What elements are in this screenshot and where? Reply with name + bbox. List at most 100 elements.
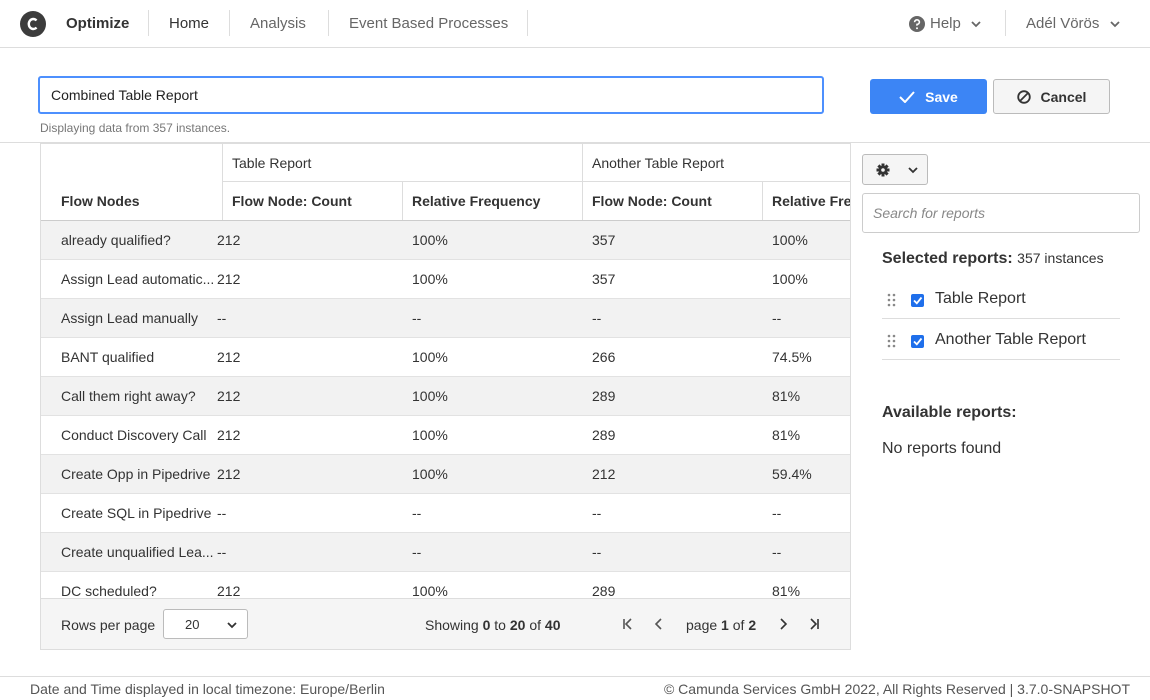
report-name-input[interactable]: Combined Table Report xyxy=(38,76,824,114)
settings-button[interactable] xyxy=(862,154,928,185)
table-cell: -- xyxy=(772,505,782,521)
separator xyxy=(527,10,528,36)
chevron xyxy=(1110,21,1120,28)
table-cell: 100% xyxy=(412,349,448,365)
table-cell: 100% xyxy=(772,232,808,248)
table-row: BANT qualified 212 100% 266 74.5% xyxy=(41,338,850,377)
table-cell: 74.5% xyxy=(772,349,812,365)
text: to xyxy=(494,617,506,633)
column-header: Flow Node: Count xyxy=(582,182,762,220)
selected-count: 357 instances xyxy=(1017,250,1104,266)
table-cell: 212 xyxy=(217,271,241,287)
divider xyxy=(0,142,1150,143)
table-row: Assign Lead automatic... 212 100% 357 100% xyxy=(41,260,850,299)
check-icon xyxy=(899,90,915,103)
row-label: Assign Lead manually xyxy=(61,310,198,326)
nav-link[interactable]: Home xyxy=(169,15,210,32)
text: of xyxy=(732,617,745,633)
table-cell: -- xyxy=(412,505,422,521)
table-cell: 100% xyxy=(412,427,448,443)
table-cell: 212 xyxy=(592,466,616,482)
available-empty: No reports found xyxy=(882,440,1002,457)
row-label: DC scheduled? xyxy=(61,583,157,598)
pagination: Rows per page 20 Showing 0 to 20 of 40 p… xyxy=(41,598,850,649)
table-row: DC scheduled? 212 100% 289 81% xyxy=(41,572,850,598)
drag-and-checkbox xyxy=(887,334,924,348)
table-row: Call them right away? 212 100% 289 81% xyxy=(41,377,850,416)
table-cell: -- xyxy=(592,505,602,521)
showing-text: Showing 0 to 20 of 40 xyxy=(425,617,560,633)
search-input[interactable]: Search for reports xyxy=(862,193,1140,233)
report-name: Another Table Report xyxy=(935,331,1086,348)
report-table: Table Report Another Table Report Flow Nod… xyxy=(40,143,851,650)
table-cell: 357 xyxy=(592,232,616,248)
group-header: Table Report xyxy=(222,144,582,182)
number: 0 xyxy=(482,617,491,633)
table-cell: 266 xyxy=(592,349,616,365)
table-row: Assign Lead manually -- -- -- -- xyxy=(41,299,850,338)
selected-label: Selected reports: xyxy=(882,250,1013,267)
help-icon xyxy=(909,16,925,32)
table-cell: 212 xyxy=(217,466,241,482)
save-button[interactable]: Save xyxy=(870,79,987,114)
chevron xyxy=(971,21,981,28)
rows-per-page-label: Rows per page xyxy=(61,617,156,633)
row-label: already qualified? xyxy=(61,232,171,248)
last-page[interactable] xyxy=(807,617,821,631)
row-label: Create Opp in Pipedrive xyxy=(61,466,211,482)
footer: Date and Time displayed in local timezon… xyxy=(0,676,1150,700)
selected-report[interactable]: Table Report xyxy=(882,280,1120,319)
cancel-label: Cancel xyxy=(1040,88,1087,105)
table-cell: 81% xyxy=(772,427,801,443)
table-cell: 100% xyxy=(412,271,448,287)
cancel-icon xyxy=(1016,89,1031,104)
number: 1 xyxy=(721,617,729,633)
table-cell: 357 xyxy=(592,271,616,287)
selected-report[interactable]: Another Table Report xyxy=(882,321,1120,360)
rows-per-page-select[interactable]: 20 xyxy=(163,609,248,639)
table-cell: 100% xyxy=(412,232,448,248)
separator xyxy=(1005,10,1006,36)
separator xyxy=(148,10,149,36)
column-header: Relative Frequency xyxy=(402,182,582,220)
table-row: Conduct Discovery Call 212 100% 289 81% xyxy=(41,416,850,455)
column-header: Flow Node: Count xyxy=(222,182,402,220)
report-name: Table Report xyxy=(935,290,1026,307)
separator xyxy=(328,10,329,36)
table-cell: 59.4% xyxy=(772,466,812,482)
row-label: Conduct Discovery Call xyxy=(61,427,207,443)
nav-link[interactable]: Event Based Processes xyxy=(349,15,509,32)
table-row: Create unqualified Lea... -- -- -- -- xyxy=(41,533,850,572)
available-heading: Available reports: xyxy=(882,404,1017,421)
table-cell: -- xyxy=(217,544,227,560)
nav-link[interactable]: Analysis xyxy=(250,15,306,32)
table-cell: 212 xyxy=(217,232,241,248)
table-cell: -- xyxy=(412,544,422,560)
page-text: page 1 of 2 xyxy=(686,617,756,633)
number: 20 xyxy=(509,617,526,633)
table-cell: -- xyxy=(217,505,227,521)
row-label: Create unqualified Lea... xyxy=(61,544,214,560)
row-label: Assign Lead automatic... xyxy=(61,271,215,287)
table-cell: -- xyxy=(772,544,782,560)
brand[interactable]: Optimize xyxy=(66,15,130,32)
gear-icon xyxy=(876,163,890,177)
instances-note: Displaying data from 357 instances. xyxy=(40,121,231,135)
table-row: Create Opp in Pipedrive 212 100% 212 59.4% xyxy=(41,455,850,494)
save-label: Save xyxy=(925,88,958,105)
help-menu[interactable]: Help xyxy=(930,15,961,32)
table-cell: 289 xyxy=(592,427,616,443)
number: 40 xyxy=(544,617,561,633)
prev-page[interactable] xyxy=(652,617,666,631)
table-row: Create SQL in Pipedrive -- -- -- -- xyxy=(41,494,850,533)
table-cell: 81% xyxy=(772,583,801,598)
chevron xyxy=(227,622,237,629)
cancel-button[interactable]: Cancel xyxy=(993,79,1110,114)
user-menu[interactable]: Adél Vörös xyxy=(1026,15,1100,32)
next-page[interactable] xyxy=(776,617,790,631)
table-cell: 289 xyxy=(592,388,616,404)
table-cell: -- xyxy=(217,310,227,326)
first-page[interactable] xyxy=(621,617,635,631)
number: 2 xyxy=(748,617,757,633)
